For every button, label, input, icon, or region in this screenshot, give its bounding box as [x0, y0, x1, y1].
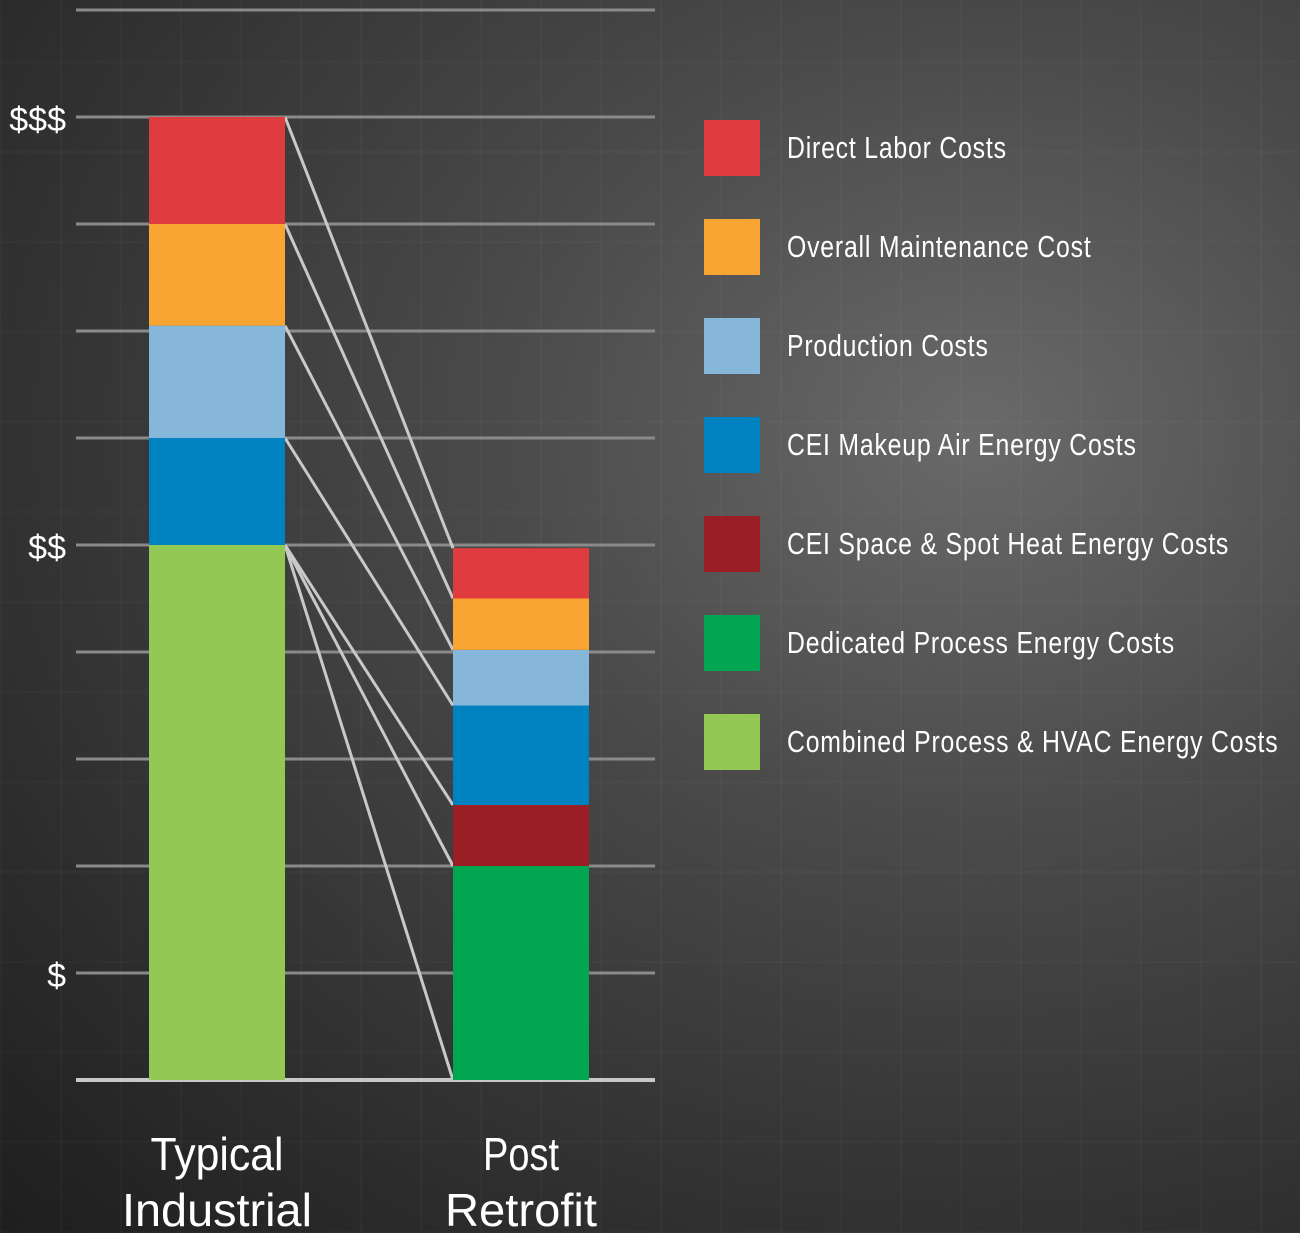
legend-item-overall-maintenance: Overall Maintenance Cost — [704, 219, 1300, 275]
y-tick-label: $ — [47, 957, 66, 995]
x-tick-label: Industrial — [122, 1184, 312, 1233]
legend-label: Dedicated Process Energy Costs — [787, 625, 1175, 660]
legend-label: Production Costs — [787, 328, 989, 363]
legend-label: CEI Space & Spot Heat Energy Costs — [787, 526, 1230, 561]
bar-segment — [453, 649, 589, 706]
legend-label: CEI Makeup Air Energy Costs — [787, 427, 1137, 462]
chart-legend: Direct Labor Costs Overall Maintenance C… — [704, 120, 1300, 813]
legend-item-direct-labor: Direct Labor Costs — [704, 120, 1300, 176]
bar-segment — [453, 598, 589, 650]
bar-segment — [149, 438, 285, 545]
legend-item-cei-space-spot-heat: CEI Space & Spot Heat Energy Costs — [704, 516, 1300, 572]
legend-label: Direct Labor Costs — [787, 130, 1007, 165]
bar-segment — [453, 548, 589, 599]
bar-segment — [149, 545, 285, 1080]
bar-segment — [453, 705, 589, 806]
bar-segment — [149, 325, 285, 438]
legend-swatch — [704, 219, 760, 275]
legend-swatch — [704, 120, 760, 176]
connector-line — [283, 223, 455, 600]
connector-line — [283, 116, 455, 549]
connector-line — [283, 437, 455, 707]
legend-swatch — [704, 615, 760, 671]
x-tick-label: Post — [483, 1128, 559, 1180]
legend-label: Combined Process & HVAC Energy Costs — [787, 724, 1279, 759]
bar-segment — [149, 117, 285, 224]
legend-item-dedicated-process: Dedicated Process Energy Costs — [704, 615, 1300, 671]
legend-swatch — [704, 417, 760, 473]
y-tick-label: $$$ — [9, 101, 66, 139]
bar-segment — [149, 224, 285, 326]
connector-line — [283, 544, 455, 806]
connector-line — [283, 324, 455, 651]
legend-item-cei-makeup-air: CEI Makeup Air Energy Costs — [704, 417, 1300, 473]
x-tick-label: Retrofit — [445, 1184, 597, 1233]
legend-item-production: Production Costs — [704, 318, 1300, 374]
x-tick-label: Typical — [151, 1128, 284, 1180]
legend-item-combined-process-hvac: Combined Process & HVAC Energy Costs — [704, 714, 1300, 770]
legend-swatch — [704, 318, 760, 374]
legend-swatch — [704, 714, 760, 770]
legend-label: Overall Maintenance Cost — [787, 229, 1092, 264]
legend-swatch — [704, 516, 760, 572]
bar-segment — [453, 805, 589, 866]
connector-line — [283, 544, 455, 1081]
bar-segment — [453, 866, 589, 1080]
y-tick-label: $$ — [28, 529, 66, 567]
connector-line — [283, 544, 455, 867]
